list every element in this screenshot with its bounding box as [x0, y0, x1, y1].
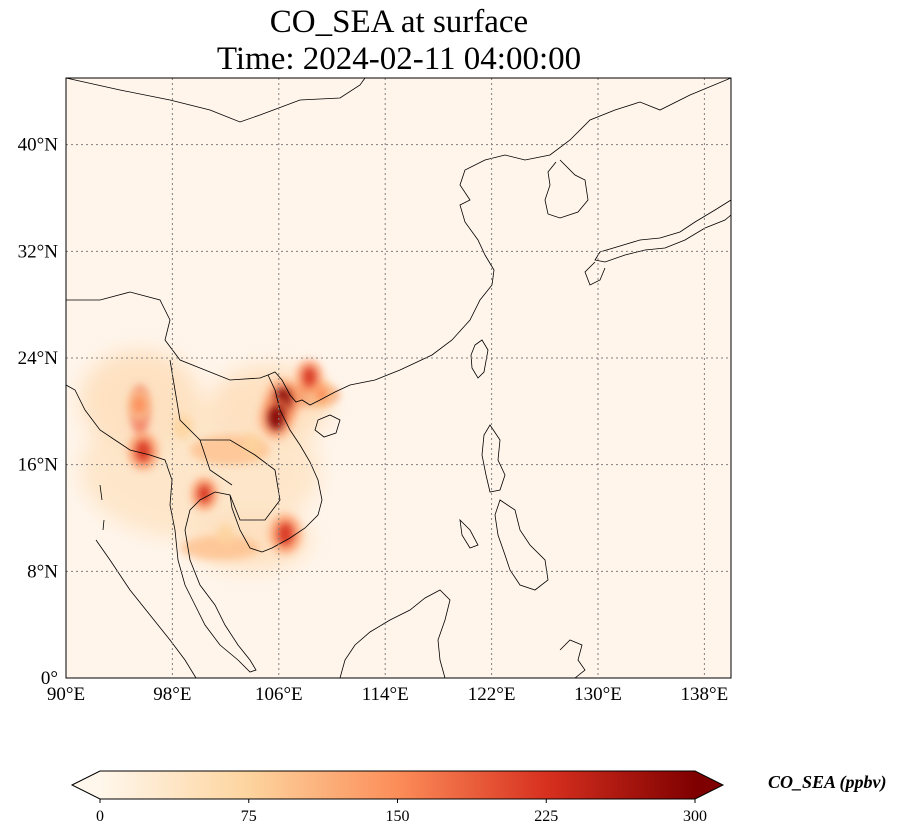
colorbar-gradient: [100, 771, 695, 799]
colorbar-ticks: 0 75 150 225 300: [96, 799, 707, 825]
lon-tick-label: 106°E: [255, 684, 303, 705]
colorbar-tick-label: 225: [534, 808, 558, 825]
lat-tick-label: 0°: [41, 668, 58, 689]
map-panel: 90°E 98°E 106°E 114°E 122°E 130°E 138°E 0° 8°N 1…: [18, 77, 732, 705]
colorbar-extend-min: [72, 771, 100, 799]
lat-tick-label: 32°N: [18, 241, 59, 262]
co-hotspot: [295, 359, 324, 394]
colorbar-extend-max: [695, 771, 723, 799]
title-line-2: Time: 2024-02-11 04:00:00: [216, 41, 582, 77]
lon-tick-label: 122°E: [468, 684, 516, 705]
co-hotspot: [258, 396, 294, 440]
hainan: [314, 414, 341, 438]
co-hotspot: [190, 477, 218, 511]
colorbar-tick-label: 300: [683, 808, 707, 825]
lon-tick-label: 98°E: [153, 684, 191, 705]
lon-tick-label: 138°E: [681, 684, 729, 705]
lat-ticks: 0° 8°N 16°N 24°N 32°N 40°N: [18, 135, 59, 689]
colorbar: 0 75 150 225 300 CO_SEA (ppbv): [70, 770, 887, 825]
korea-peninsula: [544, 159, 589, 219]
lon-tick-label: 130°E: [574, 684, 622, 705]
sulawesi: [559, 639, 586, 678]
lon-tick-label: 90°E: [47, 684, 85, 705]
colorbar-tick-label: 150: [386, 808, 410, 825]
andaman-islands: [99, 484, 105, 531]
colorbar-tick-label: 75: [241, 808, 257, 825]
gridlines: [66, 78, 731, 678]
co-hotspot: [172, 414, 194, 441]
palawan: [459, 518, 479, 549]
lon-tick-label: 114°E: [362, 684, 409, 705]
co-hotspot: [126, 388, 152, 421]
philippines-luzon: [481, 424, 506, 493]
colorbar-tick-label: 0: [96, 808, 104, 825]
china-coast: [267, 78, 731, 406]
japan-islands: [594, 199, 731, 263]
indochina-borders: [66, 291, 281, 521]
borneo: [339, 589, 451, 678]
lat-tick-label: 16°N: [18, 455, 59, 476]
coastlines: [66, 78, 731, 678]
colorbar-label: CO_SEA (ppbv): [768, 772, 887, 793]
philippines-south: [494, 499, 549, 591]
china-interior: [66, 78, 366, 123]
vietnam-coast: [261, 374, 323, 553]
co-hotspot: [216, 522, 235, 546]
co-concentration-field: [80, 350, 340, 570]
taiwan: [470, 339, 489, 379]
sumatra: [95, 539, 197, 678]
title-line-1: CO_SEA at surface: [269, 4, 529, 40]
co-hotspot: [269, 513, 302, 555]
lon-ticks: 90°E 98°E 106°E 114°E 122°E 130°E 138°E: [47, 684, 728, 705]
lat-tick-label: 40°N: [18, 135, 59, 156]
indochina-west: [66, 384, 263, 673]
lat-tick-label: 8°N: [27, 561, 58, 582]
japan-south: [584, 261, 606, 286]
lat-tick-label: 24°N: [18, 348, 59, 369]
co-hotspot: [127, 432, 159, 471]
map-frame: [65, 77, 732, 679]
